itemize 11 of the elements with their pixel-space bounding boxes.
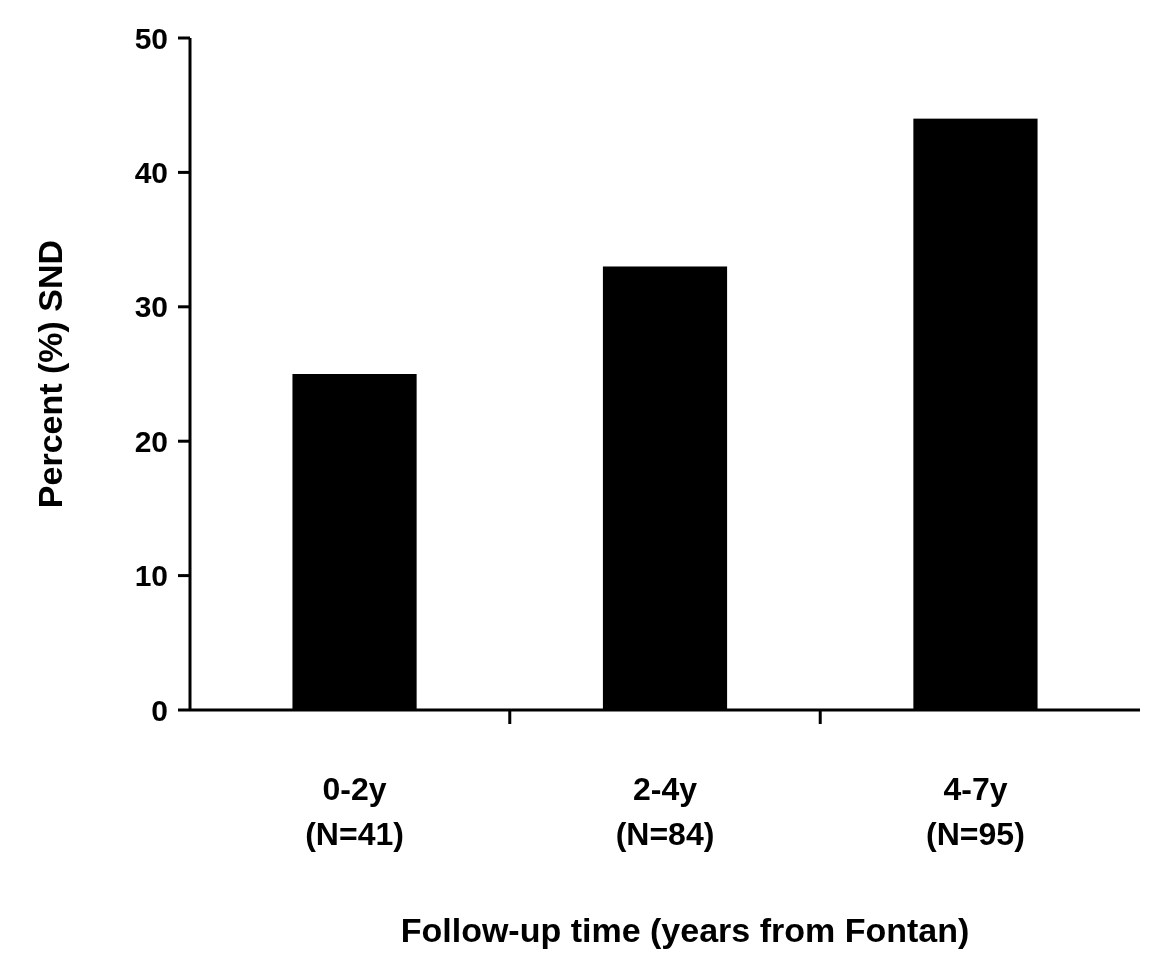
x-tick-label: 2-4y (N=84): [615, 771, 715, 852]
y-tick-label: 20: [134, 424, 168, 458]
y-tick-label: 10: [134, 559, 168, 593]
y-tick-label: 30: [134, 290, 168, 324]
y-tick-label: 40: [134, 155, 168, 189]
x-tick-label: 0-2y (N=41): [305, 771, 404, 852]
x-axis-title: Follow-up time (years from Fontan): [400, 911, 970, 949]
x-tick-label: 4-7y (N=95): [926, 771, 1025, 852]
y-tick-label: 0: [151, 693, 168, 727]
y-axis-title: Percent (%) SND: [31, 239, 69, 509]
y-tick-label: 50: [134, 21, 168, 55]
